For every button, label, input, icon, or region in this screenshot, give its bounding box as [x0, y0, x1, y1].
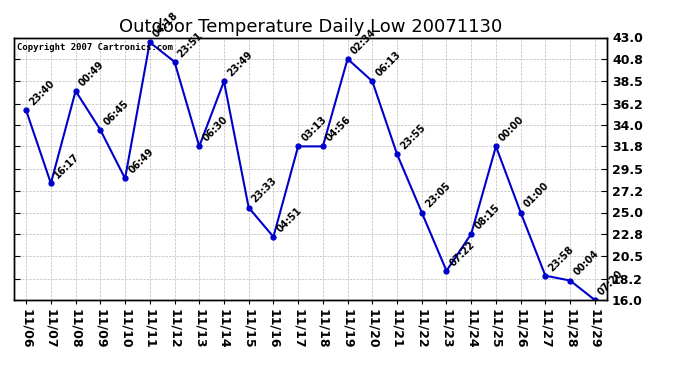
Text: 00:49: 00:49 [77, 59, 106, 88]
Text: Copyright 2007 Cartronics.com: Copyright 2007 Cartronics.com [17, 43, 172, 52]
Text: 07:22: 07:22 [448, 239, 477, 268]
Text: 07:20: 07:20 [596, 268, 625, 297]
Text: 23:49: 23:49 [226, 50, 255, 78]
Text: 04:56: 04:56 [324, 115, 353, 144]
Text: 00:04: 00:04 [571, 249, 600, 278]
Text: 16:17: 16:17 [52, 152, 81, 180]
Text: 02:34: 02:34 [349, 27, 378, 56]
Text: 06:13: 06:13 [374, 50, 403, 78]
Title: Outdoor Temperature Daily Low 20071130: Outdoor Temperature Daily Low 20071130 [119, 18, 502, 36]
Text: 23:51: 23:51 [176, 30, 205, 59]
Text: 03:13: 03:13 [299, 115, 328, 144]
Text: 06:45: 06:45 [101, 98, 130, 127]
Text: 04:51: 04:51 [275, 205, 304, 234]
Text: 08:15: 08:15 [473, 202, 502, 231]
Text: 01:00: 01:00 [522, 181, 551, 210]
Text: 23:40: 23:40 [28, 79, 57, 108]
Text: 23:05: 23:05 [423, 181, 452, 210]
Text: 06:49: 06:49 [126, 147, 155, 176]
Text: 23:58: 23:58 [546, 244, 576, 273]
Text: 23:33: 23:33 [250, 176, 279, 205]
Text: 23:55: 23:55 [398, 122, 427, 152]
Text: 00:00: 00:00 [497, 115, 526, 144]
Text: 04:18: 04:18 [151, 10, 180, 40]
Text: 06:30: 06:30 [201, 115, 230, 144]
